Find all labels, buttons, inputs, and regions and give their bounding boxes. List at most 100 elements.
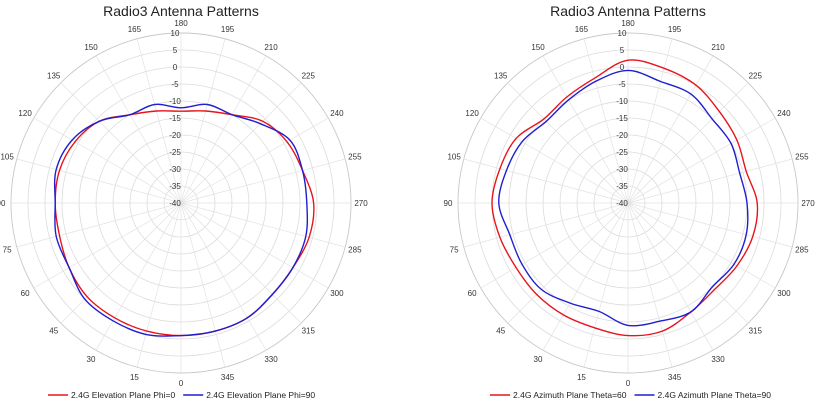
angle-tick-label: 45 [496,326,505,335]
angle-tick-label: 315 [749,326,763,335]
grid-spoke [33,202,182,289]
grid-spoke [95,55,182,204]
grid-spoke [33,117,182,204]
angle-tick-label: 0 [626,379,631,388]
radial-tick-label: -25 [616,148,628,157]
radial-tick-label: -10 [616,97,628,106]
grid-spoke [583,202,629,368]
grid-spoke [16,158,182,204]
angle-tick-label: 105 [447,152,461,161]
angle-tick-label: 120 [465,109,479,118]
legend-label: 2.4G Elevation Plane Phi=90 [206,390,315,400]
grid-spoke [627,38,673,204]
angle-tick-label: 75 [450,246,459,255]
grid-spoke [507,82,629,204]
angle-tick-label: 150 [531,43,545,52]
chart-title: Radio3 Antenna Patterns [103,3,259,19]
grid-spoke [180,117,329,204]
angle-tick-label: 270 [354,199,368,208]
radial-tick-label: -15 [169,114,181,123]
angle-tick-label: 30 [534,355,543,364]
legend-label: 2.4G Elevation Plane Phi=0 [71,390,175,400]
grid-spoke [627,202,673,368]
radial-tick-label: 10 [618,29,627,38]
grid-spoke [542,202,629,351]
angle-tick-label: 15 [130,373,139,382]
grid-spoke [180,202,346,248]
radial-tick-label: -30 [169,165,181,174]
grid-spoke [180,202,329,289]
chart-title: Radio3 Antenna Patterns [550,3,706,19]
grid-spoke [627,202,776,289]
angle-tick-label: 300 [777,289,791,298]
grid-spoke [627,158,793,204]
radial-tick-label: -25 [169,148,181,157]
grid-spoke [95,202,182,351]
grid-spoke [480,117,629,204]
angle-tick-label: 15 [577,373,586,382]
radial-tick-label: -20 [169,131,181,140]
angle-tick-label: 285 [795,246,809,255]
angle-tick-label: 225 [749,72,763,81]
radial-tick-label: -20 [616,131,628,140]
grid-spoke [627,202,714,351]
grid-spoke [627,82,749,204]
grid-spoke [627,117,776,204]
angle-tick-label: 135 [47,72,61,81]
radial-tick-label: 0 [620,63,625,72]
angle-tick-label: 285 [348,246,362,255]
angle-tick-label: 195 [668,25,682,34]
angle-tick-label: 255 [795,152,809,161]
grid-spoke [627,55,714,204]
angle-tick-label: 60 [21,289,30,298]
radial-tick-label: -35 [616,182,628,191]
legend-label: 2.4G Azimuth Plane Theta=60 [513,390,627,400]
radial-tick-label: 5 [620,46,625,55]
grid-spoke [180,202,302,324]
grid-spoke [180,38,226,204]
radial-tick-label: -40 [616,199,628,208]
grid-spoke [180,55,267,204]
angle-tick-label: 330 [264,355,278,364]
grid-spoke [136,202,182,368]
grid-spoke [180,202,267,351]
angle-tick-label: 105 [0,152,14,161]
angle-tick-label: 195 [221,25,235,34]
angle-tick-label: 225 [302,72,316,81]
series-line-red [54,110,315,337]
angle-tick-label: 90 [0,199,6,208]
angle-tick-label: 75 [3,246,12,255]
series-line-blue [498,69,749,327]
angle-tick-label: 210 [264,43,278,52]
radial-tick-label: 10 [171,29,180,38]
angle-tick-label: 345 [221,373,235,382]
angle-tick-label: 330 [711,355,725,364]
grid-spoke [16,202,182,248]
angle-tick-label: 0 [179,379,184,388]
grid-spoke [60,82,182,204]
angle-tick-label: 315 [302,326,316,335]
angle-tick-label: 150 [84,43,98,52]
angle-tick-label: 30 [87,355,96,364]
angle-tick-label: 165 [128,25,142,34]
angle-tick-label: 120 [18,109,32,118]
radial-tick-label: -10 [169,97,181,106]
radial-tick-label: -5 [618,80,626,89]
grid-spoke [627,202,749,324]
grid-spoke [507,202,629,324]
radial-tick-label: 5 [173,46,178,55]
angle-tick-label: 255 [348,152,362,161]
radial-tick-label: -15 [616,114,628,123]
angle-tick-label: 270 [801,199,815,208]
angle-tick-label: 135 [494,72,508,81]
angle-tick-label: 180 [621,19,635,28]
grid-spoke [60,202,182,324]
grid-spoke [136,38,182,204]
angle-tick-label: 345 [668,373,682,382]
series-line-blue [53,103,309,337]
radial-tick-label: -5 [171,80,179,89]
angle-tick-label: 240 [777,109,791,118]
grid-spoke [180,82,302,204]
